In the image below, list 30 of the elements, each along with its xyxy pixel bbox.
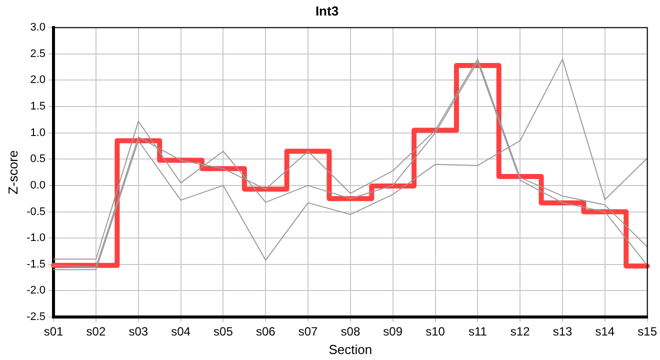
x-tick-label: s03 (128, 324, 148, 339)
y-tick-label: -2.5 (26, 311, 46, 324)
chart-title: Int3 (315, 3, 339, 18)
x-tick-label: s01 (44, 324, 64, 339)
y-tick-label: 0.0 (30, 179, 46, 192)
x-tick-label: s13 (552, 324, 572, 339)
y-tick-label: 3.0 (30, 22, 46, 34)
y-tick-label: 0.5 (30, 153, 46, 166)
y-tick-label: -0.5 (26, 206, 46, 218)
x-axis-title: Section (328, 342, 372, 357)
y-tick-label: 2.0 (30, 74, 46, 86)
x-tick-label: s02 (86, 324, 106, 339)
x-tick-label: s09 (383, 324, 403, 339)
x-tick-label: s07 (298, 324, 318, 339)
x-tick-label: s11 (468, 324, 488, 339)
x-tick-label: s05 (214, 324, 234, 339)
y-tick-label: 2.5 (30, 48, 46, 60)
y-tick-label: 1.5 (30, 100, 46, 113)
x-tick-label: s14 (595, 324, 615, 339)
y-tick-label: -2.0 (26, 284, 46, 297)
y-tick-label: 1.0 (30, 126, 46, 139)
y-tick-label: -1.5 (26, 258, 46, 270)
y-axis-title: Z-score (5, 150, 20, 194)
x-tick-label: s08 (340, 324, 360, 339)
x-tick-label: s12 (510, 324, 530, 339)
x-tick-label: s15 (638, 324, 658, 339)
x-tick-label: s06 (256, 324, 276, 339)
x-tick-label: s10 (426, 324, 446, 339)
y-tick-label: -1.0 (26, 232, 46, 244)
x-tick-label: s04 (171, 324, 191, 339)
